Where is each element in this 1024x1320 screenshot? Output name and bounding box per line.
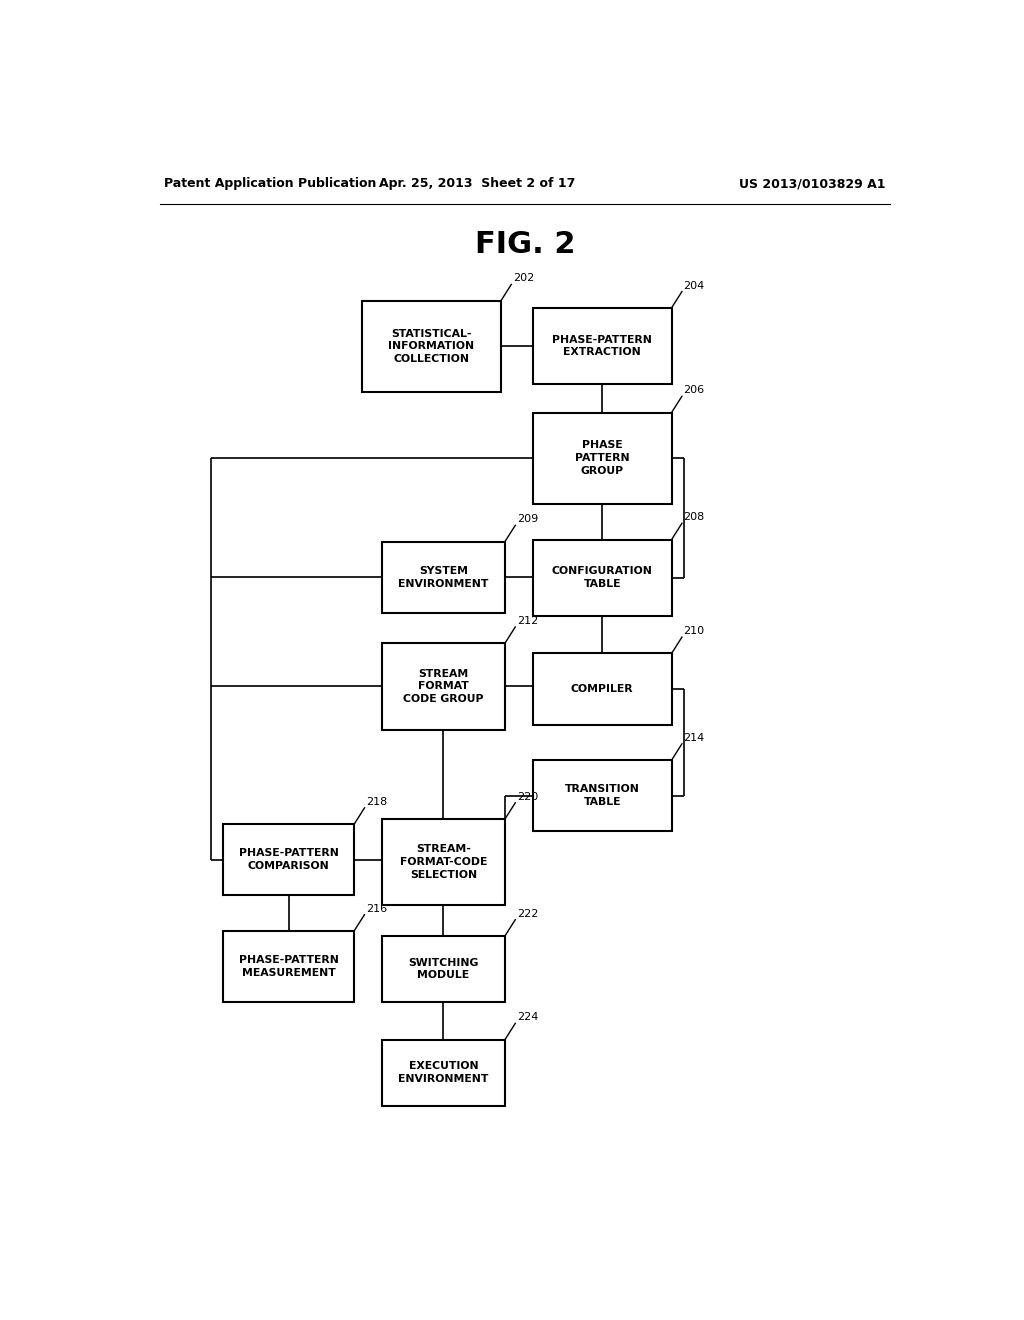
Bar [532,413,672,504]
Text: STREAM
FORMAT
CODE GROUP: STREAM FORMAT CODE GROUP [403,669,483,704]
Bar [532,653,672,725]
Text: 208: 208 [684,512,705,523]
Text: EXECUTION
ENVIRONMENT: EXECUTION ENVIRONMENT [398,1061,488,1084]
Bar [382,541,505,612]
Text: 209: 209 [517,515,539,524]
Text: FIG. 2: FIG. 2 [474,230,575,259]
Text: 214: 214 [684,733,705,743]
Bar [382,818,505,906]
Text: PHASE-PATTERN
EXTRACTION: PHASE-PATTERN EXTRACTION [552,334,652,358]
Bar [532,308,672,384]
Text: SYSTEM
ENVIRONMENT: SYSTEM ENVIRONMENT [398,566,488,589]
Text: COMPILER: COMPILER [570,684,634,694]
Text: US 2013/0103829 A1: US 2013/0103829 A1 [739,177,886,190]
Text: 220: 220 [517,792,539,801]
Text: STREAM-
FORMAT-CODE
SELECTION: STREAM- FORMAT-CODE SELECTION [399,845,487,880]
Bar [532,760,672,832]
Text: PHASE-PATTERN
MEASUREMENT: PHASE-PATTERN MEASUREMENT [239,956,339,978]
Text: PHASE
PATTERN
GROUP: PHASE PATTERN GROUP [574,441,630,477]
Text: 210: 210 [684,626,705,636]
Bar [362,301,501,392]
Bar [382,1040,505,1106]
Text: 224: 224 [517,1012,539,1022]
Text: 216: 216 [367,904,387,913]
Text: 212: 212 [517,616,539,626]
Text: TRANSITION
TABLE: TRANSITION TABLE [565,784,640,807]
Text: PHASE-PATTERN
COMPARISON: PHASE-PATTERN COMPARISON [239,849,339,871]
Text: CONFIGURATION
TABLE: CONFIGURATION TABLE [552,566,652,589]
Text: 222: 222 [517,908,539,919]
Bar [532,540,672,615]
Bar [382,643,505,730]
Bar [223,824,354,895]
Text: 202: 202 [513,273,535,284]
Text: 218: 218 [367,797,387,807]
Text: Patent Application Publication: Patent Application Publication [164,177,376,190]
Text: Apr. 25, 2013  Sheet 2 of 17: Apr. 25, 2013 Sheet 2 of 17 [379,177,575,190]
Bar [382,936,505,1002]
Text: SWITCHING
MODULE: SWITCHING MODULE [409,957,478,981]
Text: STATISTICAL-
INFORMATION
COLLECTION: STATISTICAL- INFORMATION COLLECTION [388,329,474,364]
Text: 206: 206 [684,385,705,395]
Text: 204: 204 [684,281,705,290]
Bar [223,931,354,1002]
